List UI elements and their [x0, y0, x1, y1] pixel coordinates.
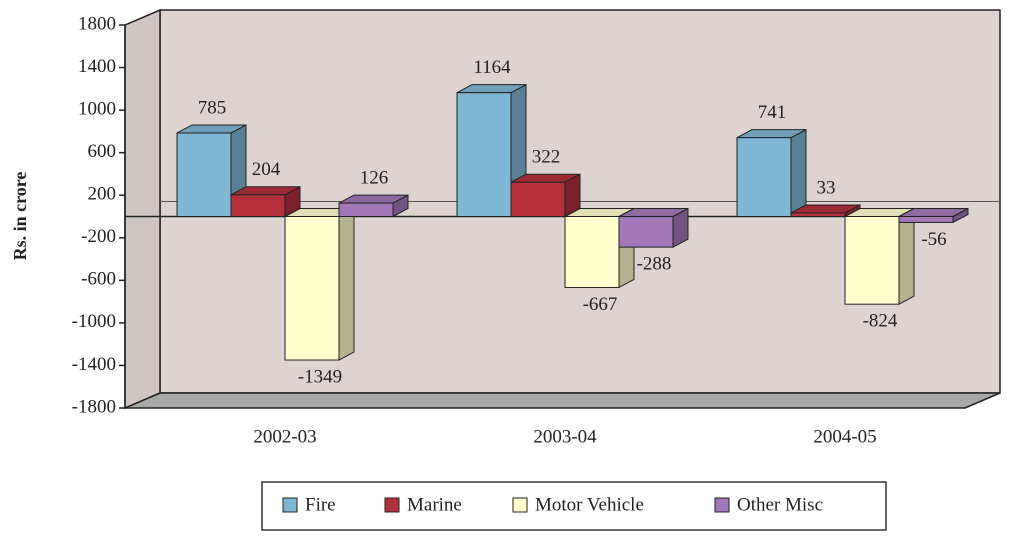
- value-label: 1164: [473, 57, 511, 78]
- floor: [124, 392, 1001, 409]
- x-tick-label: 2003-04: [533, 426, 597, 447]
- legend-swatch: [512, 497, 528, 513]
- y-tick-label: 600: [88, 141, 117, 162]
- y-tick-label: -1400: [72, 354, 116, 375]
- y-axis-label: Rs. in crore: [10, 172, 30, 261]
- value-label: -1349: [298, 366, 342, 387]
- legend-box: [261, 481, 887, 531]
- y-tick-label: 1800: [78, 13, 116, 34]
- bar: [844, 216, 900, 305]
- value-label: 785: [198, 97, 227, 118]
- bar: [284, 216, 340, 361]
- side-wall: [124, 8, 161, 410]
- x-tick-label: 2004-05: [813, 426, 876, 447]
- value-label: -288: [637, 253, 672, 274]
- y-tick-label: 1000: [78, 98, 116, 119]
- bar: [456, 92, 512, 217]
- value-label: 322: [532, 147, 561, 168]
- bar: [338, 202, 394, 218]
- value-label: 126: [360, 167, 389, 188]
- bar-side: [338, 207, 355, 361]
- bar: [564, 216, 620, 288]
- bar: [510, 181, 566, 218]
- bar-side: [790, 128, 807, 218]
- value-label: 204: [252, 159, 281, 180]
- legend-swatch: [384, 497, 400, 513]
- value-label: -667: [583, 294, 618, 315]
- x-tick-label: 2002-03: [253, 426, 316, 447]
- y-tick-label: -600: [81, 269, 116, 290]
- bar: [176, 132, 232, 217]
- value-label: 741: [758, 102, 787, 123]
- y-tick-label: -200: [81, 226, 116, 247]
- bar: [618, 216, 674, 248]
- y-tick-label: -1800: [72, 396, 116, 417]
- bar: [898, 216, 954, 223]
- y-tick-label: 200: [88, 184, 117, 205]
- bar: [736, 137, 792, 217]
- legend-label: Other Misc: [737, 494, 823, 515]
- legend-swatch: [282, 497, 298, 513]
- legend-label: Motor Vehicle: [535, 494, 644, 515]
- value-label: 33: [817, 177, 836, 198]
- bar: [230, 194, 286, 217]
- y-tick-label: 1400: [78, 56, 116, 77]
- legend-label: Marine: [407, 494, 462, 515]
- value-label: -56: [921, 229, 946, 250]
- value-label: -824: [863, 311, 898, 332]
- legend-swatch: [714, 497, 730, 513]
- y-tick-label: -1000: [72, 311, 116, 332]
- legend-label: Fire: [305, 494, 336, 515]
- bar: [790, 212, 846, 217]
